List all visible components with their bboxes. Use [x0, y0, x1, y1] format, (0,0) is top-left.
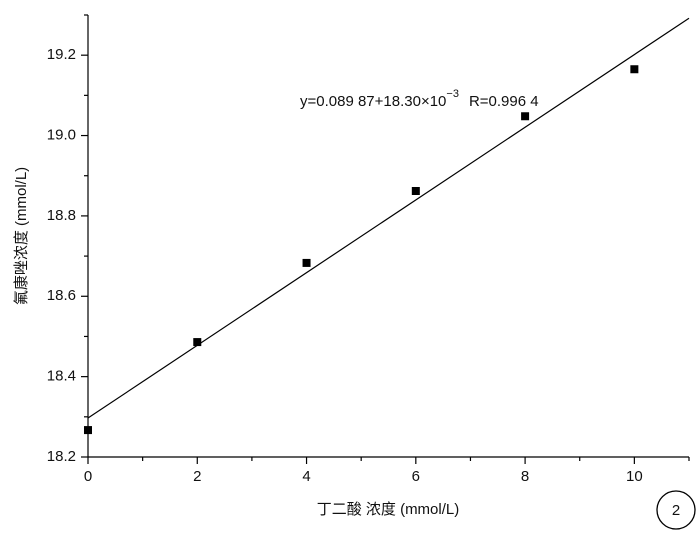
x-tick-label: 8	[521, 468, 529, 485]
y-axis-label: 氟康唑浓度 (mmol/L)	[13, 167, 30, 305]
x-tick-label: 2	[193, 468, 201, 485]
y-tick-label: 18.4	[47, 368, 76, 385]
y-tick-label: 18.2	[47, 448, 76, 465]
annotation: y=0.089 87+18.30×10−3 R=0.996 4	[300, 88, 539, 110]
r-value: R=0.996 4	[469, 93, 539, 110]
panel-circle	[656, 490, 696, 530]
data-point	[521, 112, 530, 121]
x-axis-label: 丁二酸 浓度 (mmol/L)	[317, 501, 460, 518]
y-tick-label: 18.6	[47, 287, 76, 304]
x-tick-label: 10	[626, 468, 643, 485]
data-point	[84, 426, 92, 435]
equation: y=0.089 87+18.30×10	[300, 93, 446, 110]
x-tick-label: 4	[302, 468, 310, 485]
x-tick-label: 6	[412, 468, 420, 485]
y-tick-label: 19.0	[47, 127, 76, 144]
data-point	[630, 65, 639, 74]
fit-line	[87, 17, 690, 419]
data-point	[411, 186, 420, 195]
y-tick-label: 19.2	[47, 46, 76, 63]
exponent: −3	[446, 88, 459, 100]
data-point	[302, 258, 311, 267]
y-tick-label: 18.8	[47, 207, 76, 224]
data-point	[193, 338, 202, 347]
x-tick-label: 0	[84, 468, 92, 485]
panel-label: 2	[672, 502, 680, 519]
